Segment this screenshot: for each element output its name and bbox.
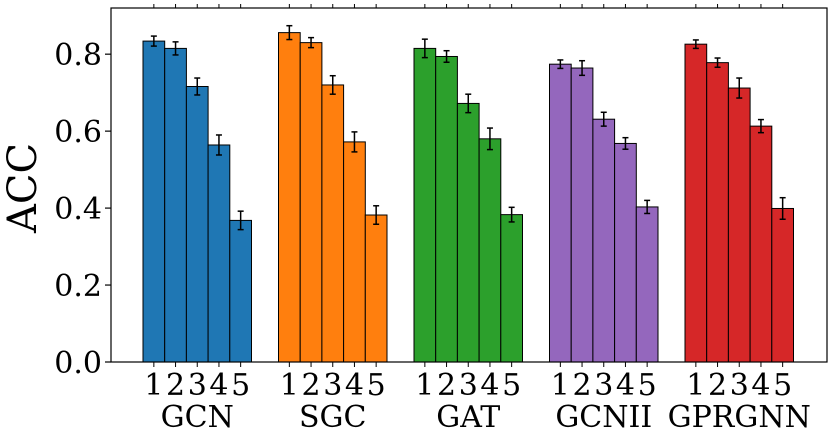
bar-gcn-1 xyxy=(142,40,166,363)
error-bar xyxy=(757,118,764,134)
bars-layer xyxy=(142,32,794,363)
bar-gcn-2 xyxy=(164,47,187,363)
error-bar xyxy=(600,111,607,127)
plot-frame xyxy=(110,7,828,363)
bar-number-label: 2 xyxy=(437,368,456,403)
y-axis-title: ACC xyxy=(0,143,46,234)
bar-sgc-5 xyxy=(364,214,388,363)
error-bar xyxy=(465,93,472,114)
error-bar xyxy=(237,210,244,231)
error-bar xyxy=(714,57,721,69)
bar-number-label: 3 xyxy=(730,368,749,403)
error-bar xyxy=(172,41,179,56)
error-bar xyxy=(215,134,222,156)
bar-number-label: 2 xyxy=(573,368,592,403)
bar-number-label: 3 xyxy=(188,368,207,403)
group-label-gprgnn: GPRGNN xyxy=(668,400,811,435)
group-label-gcnii: GCNII xyxy=(555,400,652,435)
bar-number-label: 2 xyxy=(166,368,185,403)
bar-gat-4 xyxy=(478,138,502,363)
error-bar xyxy=(329,74,336,95)
bar-number-label: 5 xyxy=(638,368,657,403)
error-bar xyxy=(194,77,201,96)
bar-gprgnn-2 xyxy=(706,62,729,363)
bar-gprgnn-4 xyxy=(749,125,773,363)
bar-gcnii-1 xyxy=(549,63,572,363)
bar-gcnii-3 xyxy=(592,118,616,363)
bar-gcnii-4 xyxy=(614,142,637,363)
bar-number-label: 1 xyxy=(144,368,163,403)
bar-sgc-1 xyxy=(278,32,301,363)
bar-number-label: 1 xyxy=(415,368,434,403)
error-bars-layer xyxy=(150,24,786,231)
bar-number-label: 3 xyxy=(594,368,613,403)
bar-gcn-3 xyxy=(185,85,209,363)
group-label-sgc: SGC xyxy=(299,400,366,435)
error-bar xyxy=(150,35,157,47)
error-bar xyxy=(443,49,450,64)
error-bar xyxy=(308,36,315,49)
bar-gprgnn-1 xyxy=(684,43,708,363)
bar-number-label: 2 xyxy=(708,368,727,403)
bar-number-label: 4 xyxy=(616,368,635,403)
y-tick-label: 0.0 xyxy=(54,346,102,381)
bar-gat-1 xyxy=(413,47,437,363)
group-label-gat: GAT xyxy=(436,400,500,435)
error-bar xyxy=(736,77,743,99)
bar-number-label: 1 xyxy=(280,368,299,403)
bar-number-label: 5 xyxy=(502,368,521,403)
error-bar xyxy=(779,196,786,220)
error-bar xyxy=(486,127,493,151)
bar-sgc-4 xyxy=(343,141,366,363)
error-bar xyxy=(286,24,293,41)
y-axis: 0.0 0.2 0.4 0.6 0.8 xyxy=(54,38,111,381)
bar-number-label: 5 xyxy=(367,368,386,403)
bar-gcnii-2 xyxy=(570,67,594,363)
bar-gat-3 xyxy=(456,102,480,363)
bar-sgc-3 xyxy=(321,84,345,363)
bar-number-label: 2 xyxy=(302,368,321,403)
bar-gcnii-5 xyxy=(635,206,659,363)
bar-number-label: 5 xyxy=(773,368,792,403)
error-bar xyxy=(421,38,428,59)
error-bar xyxy=(622,136,629,150)
error-bar xyxy=(508,206,515,223)
error-bar xyxy=(644,199,651,215)
error-bar xyxy=(557,59,564,70)
bar-number-label: 4 xyxy=(480,368,499,403)
bar-number-label: 1 xyxy=(551,368,570,403)
bar-gat-5 xyxy=(500,214,523,363)
y-tick-label: 0.8 xyxy=(54,38,102,73)
error-bar xyxy=(373,205,380,225)
y-tick-label: 0.4 xyxy=(54,192,102,227)
bar-number-label: 5 xyxy=(231,368,250,403)
y-tick-label: 0.2 xyxy=(54,269,102,304)
bar-gcn-4 xyxy=(207,144,231,363)
bar-number-label: 1 xyxy=(686,368,705,403)
y-tick-label: 0.6 xyxy=(54,115,102,150)
bar-gat-2 xyxy=(435,55,458,363)
bar-number-label: 4 xyxy=(209,368,228,403)
error-bar xyxy=(692,39,699,50)
bar-gprgnn-3 xyxy=(727,87,751,363)
bar-number-label: 4 xyxy=(345,368,364,403)
bar-gprgnn-5 xyxy=(771,207,794,363)
group-label-gcn: GCN xyxy=(161,400,234,435)
bar-number-label: 4 xyxy=(751,368,770,403)
error-bar xyxy=(351,131,358,153)
bar-gcn-5 xyxy=(229,219,253,363)
bar-number-label: 3 xyxy=(323,368,342,403)
bar-number-label: 3 xyxy=(459,368,478,403)
error-bar xyxy=(579,59,586,77)
bar-sgc-2 xyxy=(299,42,323,363)
